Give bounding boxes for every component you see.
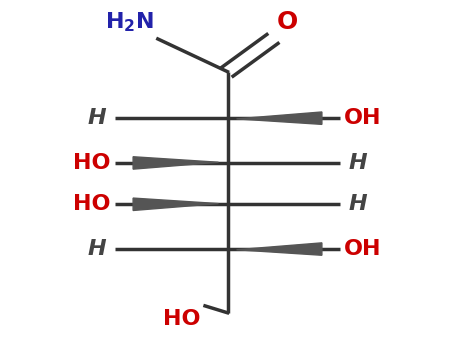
- Text: HO: HO: [73, 153, 111, 173]
- Text: HO: HO: [73, 194, 111, 214]
- Polygon shape: [133, 198, 218, 210]
- Text: H: H: [349, 153, 368, 173]
- Text: H: H: [87, 108, 106, 128]
- Polygon shape: [133, 157, 218, 169]
- Text: HO: HO: [163, 309, 201, 329]
- Polygon shape: [237, 243, 322, 255]
- Text: H: H: [87, 239, 106, 259]
- Text: H: H: [349, 194, 368, 214]
- Polygon shape: [237, 112, 322, 124]
- Text: OH: OH: [344, 239, 382, 259]
- Text: O: O: [277, 10, 298, 34]
- Text: $\mathregular{H_2N}$: $\mathregular{H_2N}$: [105, 10, 153, 34]
- Text: OH: OH: [344, 108, 382, 128]
